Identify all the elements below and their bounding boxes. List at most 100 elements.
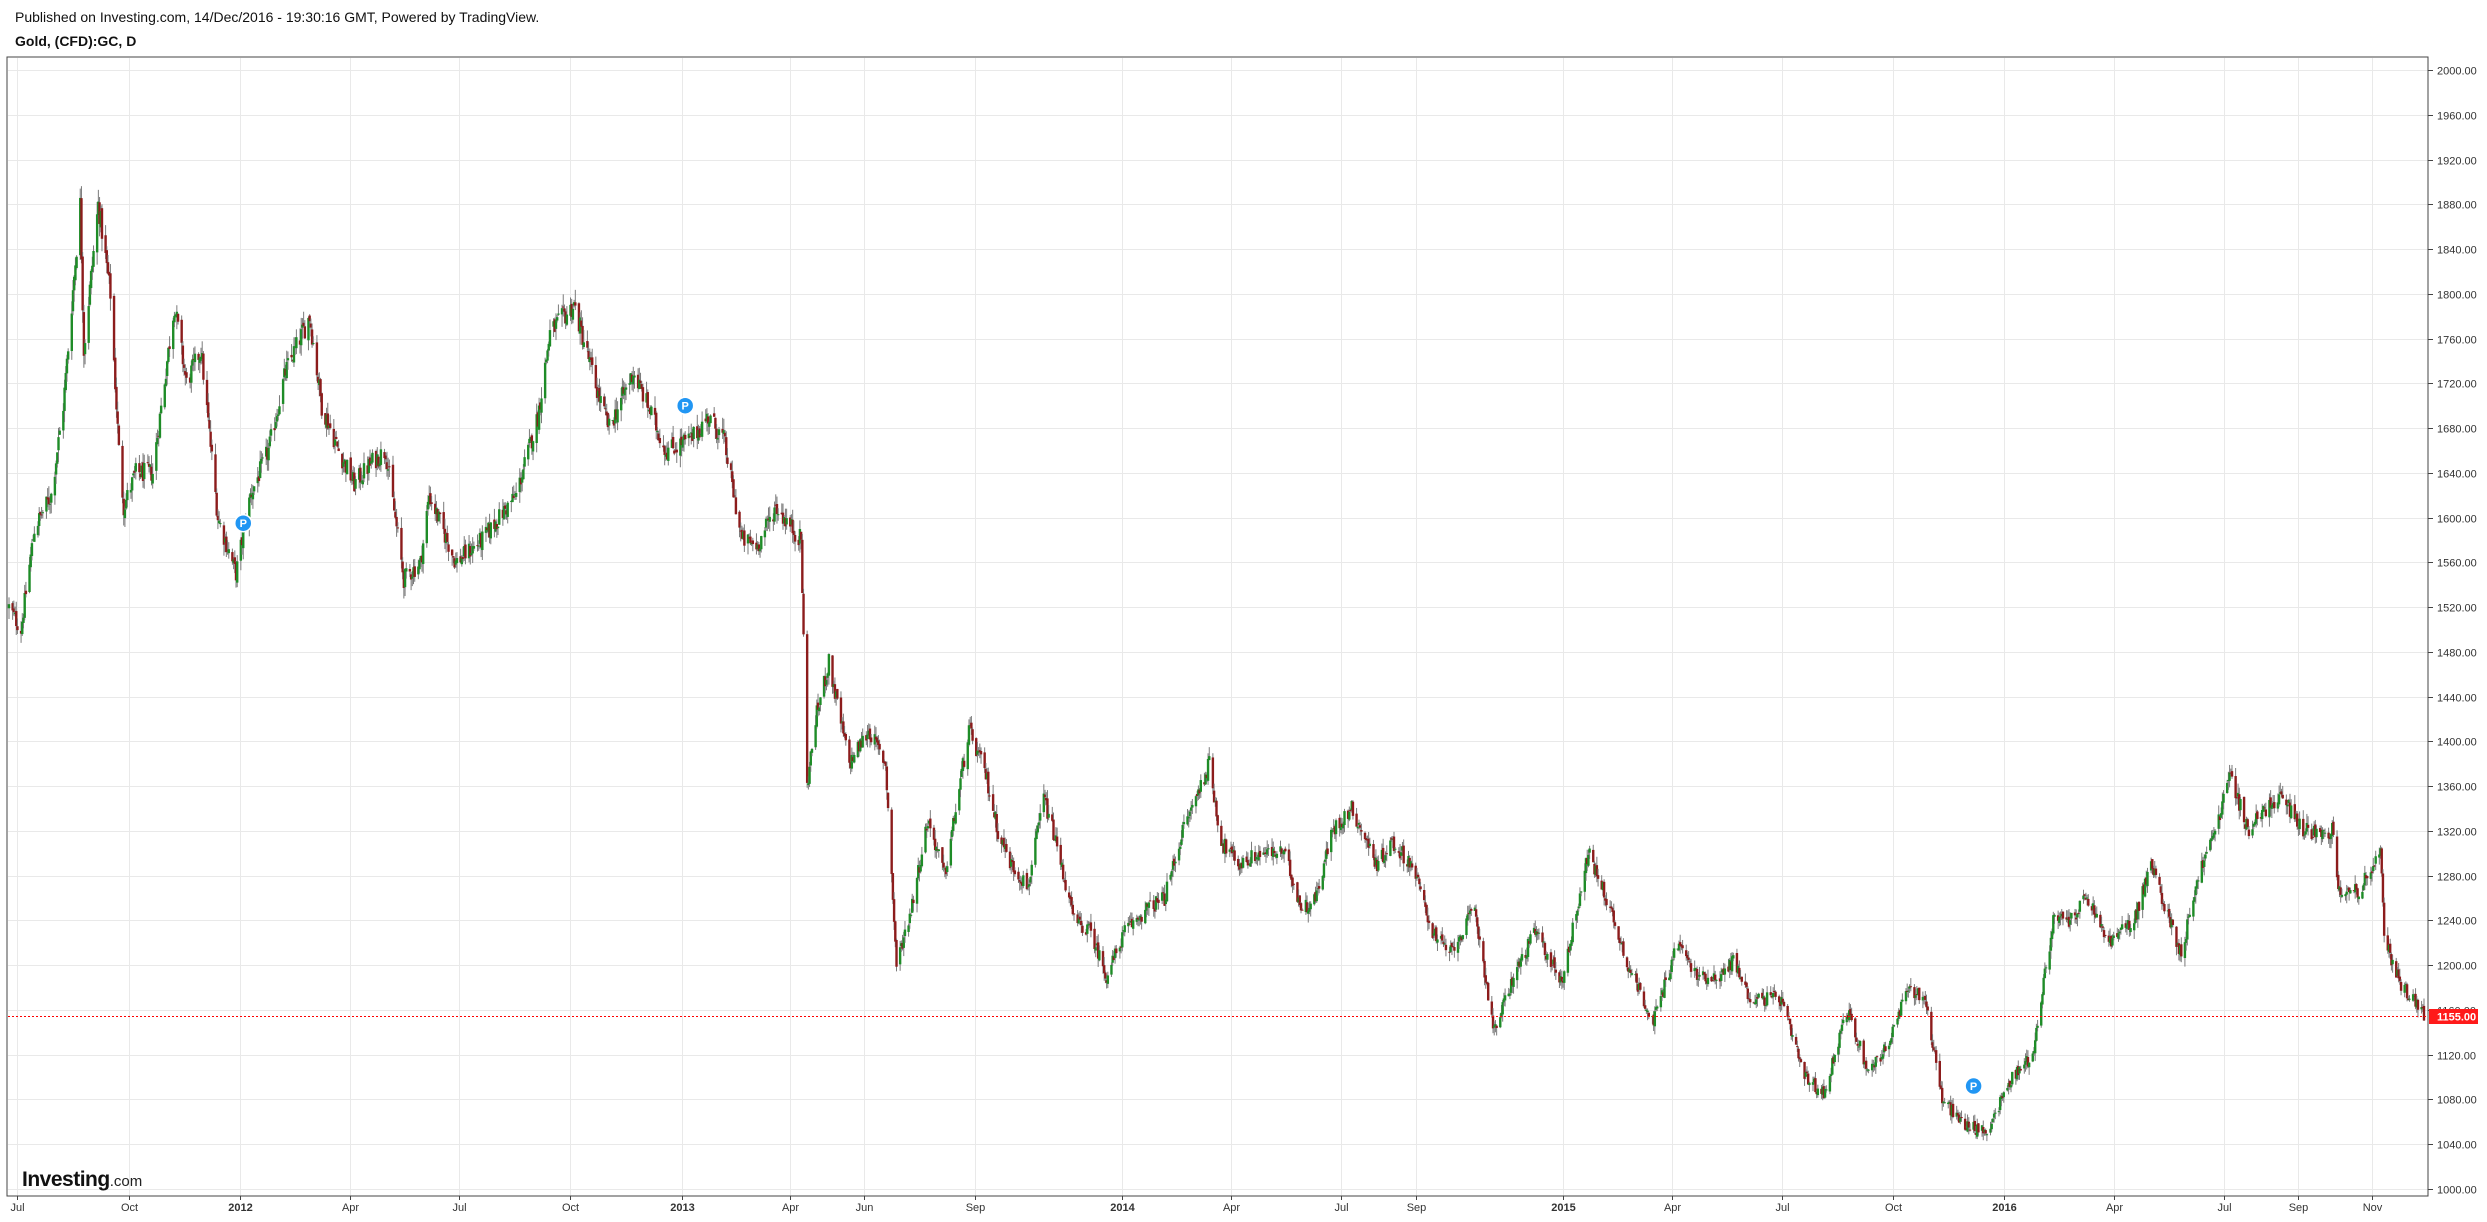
candle — [2421, 1004, 2424, 1012]
candle-body-up — [1377, 860, 1380, 871]
candle — [1897, 1008, 1900, 1022]
candle-body-up — [2048, 951, 2051, 970]
candle-body-up — [1634, 974, 1637, 976]
candle — [1152, 895, 1155, 917]
candle — [2053, 913, 2056, 924]
candle-body-up — [1837, 1046, 1840, 1055]
candle-body-up — [155, 442, 158, 471]
candle — [190, 360, 193, 393]
candle-body-down — [366, 465, 369, 474]
candle — [2347, 887, 2351, 901]
candle-body-down — [205, 379, 209, 406]
y-axis[interactable]: 2000.001960.001920.001880.001840.001800.… — [2427, 57, 2477, 1197]
candle — [1752, 1001, 1756, 1004]
candle — [1618, 937, 1622, 951]
candle — [472, 541, 476, 551]
candle-body-up — [2329, 833, 2333, 840]
candle-body-down — [1688, 961, 1692, 963]
candle — [105, 246, 109, 274]
candle-body-up — [2188, 914, 2191, 917]
candle-body-down — [1622, 941, 1625, 956]
candle-body-up — [260, 458, 263, 464]
candle — [1703, 972, 1706, 980]
candle-body-up — [2066, 918, 2069, 920]
candle-body-up — [2344, 894, 2347, 897]
candle-body-up — [1357, 822, 1361, 825]
candle — [1815, 1090, 1818, 1099]
candle — [12, 600, 16, 616]
candle-body-down — [1593, 863, 1596, 875]
candle-body-up — [1697, 978, 1700, 980]
candle — [1584, 857, 1588, 881]
candle-body-down — [39, 511, 42, 515]
candle — [133, 466, 136, 479]
candle — [1947, 1100, 1950, 1109]
candle-body-up — [924, 826, 927, 853]
candle-body-up — [2035, 1027, 2038, 1041]
candle — [370, 454, 373, 469]
idea-marker[interactable]: P — [234, 513, 253, 533]
candle-body-up — [840, 721, 844, 723]
candle-body-down — [1453, 947, 1456, 951]
candle — [1179, 841, 1182, 856]
candle — [1349, 808, 1352, 812]
candle — [268, 430, 272, 449]
candle — [45, 496, 48, 519]
candle — [121, 440, 124, 504]
candle — [1938, 1053, 1941, 1090]
candle — [104, 225, 107, 260]
candle-body-down — [1965, 1128, 1968, 1130]
candle — [1639, 982, 1642, 992]
candle-body-up — [814, 725, 817, 748]
candle — [866, 724, 869, 748]
idea-marker[interactable]: P — [675, 396, 695, 415]
candle-body-down — [860, 740, 863, 748]
candle-body-down — [1710, 976, 1713, 982]
investing-logo[interactable]: Investing.com — [22, 1168, 142, 1191]
candle — [350, 469, 354, 486]
candle — [420, 545, 424, 572]
candle-body-up — [91, 265, 94, 272]
candle-body-up — [2228, 772, 2231, 781]
x-axis[interactable]: Jul Oct 2012 Apr Jul Oct 2013 Apr Jun Sep 2014 Apr J… — [10, 1196, 2383, 1214]
candle — [1380, 843, 1384, 861]
candle — [547, 341, 550, 357]
candle-body-down — [222, 525, 226, 545]
candle-body-down — [987, 771, 990, 794]
candle — [231, 548, 234, 565]
idea-marker[interactable]: P — [1964, 1076, 1983, 1096]
candle — [988, 786, 991, 802]
candle-body-down — [469, 546, 472, 557]
candle-body-up — [268, 436, 272, 447]
candle-body-down — [2366, 876, 2369, 879]
candle-body-up — [2315, 828, 2318, 838]
candle-body-up — [1976, 1124, 1979, 1137]
candle-body-up — [664, 454, 668, 457]
candle-body-up — [1139, 915, 1142, 920]
candle-body-down — [180, 319, 183, 343]
candle — [807, 776, 810, 790]
candle — [1890, 1032, 1893, 1045]
candle-body-up — [1677, 943, 1681, 951]
candle-body-down — [865, 735, 868, 741]
candle — [1453, 938, 1456, 958]
candle-body-up — [2276, 802, 2280, 809]
candle-body-down — [100, 208, 104, 239]
y-tick-label: 1400.00 — [2437, 737, 2477, 749]
candle — [2270, 801, 2274, 819]
candle — [2032, 1047, 2036, 1056]
candle — [734, 489, 738, 515]
candle — [1093, 921, 1096, 954]
candle — [1171, 855, 1175, 878]
candle-body-down — [1849, 1009, 1852, 1016]
candle-body-up — [2212, 832, 2216, 838]
candle-body-up — [1281, 852, 1285, 854]
candle-body-down — [751, 540, 755, 545]
candle-body-down — [673, 450, 676, 454]
candle-body-down — [250, 494, 253, 497]
candle — [985, 767, 989, 784]
candle-body-down — [1777, 996, 1781, 1003]
candle — [2244, 823, 2247, 836]
candle-body-up — [2211, 835, 2214, 840]
